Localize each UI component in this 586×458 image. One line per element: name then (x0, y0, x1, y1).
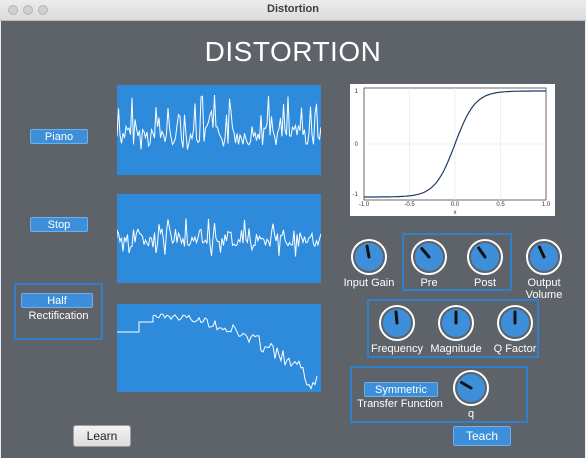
pre-knob[interactable] (411, 239, 447, 275)
y-tick-label: -1 (353, 192, 359, 198)
filter-group (367, 299, 539, 358)
piano-button[interactable]: Piano (30, 129, 88, 144)
input-gain-knob[interactable] (351, 239, 387, 275)
q-factor-knob[interactable] (497, 305, 533, 341)
learn-button[interactable]: Learn (73, 425, 131, 447)
transfer-function-plot: 1 0 -1 -1.0 -0.5 0.0 0.5 1.0 x (350, 84, 555, 216)
x-axis-label: x (454, 210, 457, 216)
x-tick-label: -1.0 (359, 202, 370, 208)
close-window-button[interactable] (8, 5, 18, 15)
magnitude-knob[interactable] (438, 305, 474, 341)
window-title: Distortion (267, 3, 319, 15)
output-volume-label-line1: Output (527, 277, 561, 289)
q-factor-label: Q Factor (493, 343, 537, 355)
y-tick-label: 0 (355, 142, 359, 148)
page-title: DISTORTION (204, 36, 382, 67)
rectification-mode-button[interactable]: Half (21, 293, 93, 308)
q-label: q (467, 408, 475, 420)
output-volume-knob[interactable] (526, 239, 562, 275)
post-label: Post (473, 277, 496, 289)
teach-button[interactable]: Teach (453, 426, 511, 446)
frequency-label: Frequency (371, 343, 423, 355)
minimize-window-button[interactable] (23, 5, 33, 15)
output-volume-label-line2: Volume (525, 289, 563, 301)
output-waveform-display (117, 194, 321, 283)
zoom-window-button[interactable] (38, 5, 48, 15)
rectification-label: Rectification (28, 310, 89, 322)
pre-label: Pre (420, 277, 438, 289)
input-waveform-display (117, 85, 321, 175)
x-tick-label: -0.5 (404, 202, 415, 208)
window-titlebar: Distortion (0, 0, 586, 21)
post-knob[interactable] (467, 239, 503, 275)
rectification-group (14, 283, 103, 340)
transfer-function-group (350, 366, 528, 423)
x-tick-label: 1.0 (542, 202, 551, 208)
pre-post-group (402, 233, 512, 291)
q-knob[interactable] (453, 370, 489, 406)
transfer-curve-chart: 1 0 -1 -1.0 -0.5 0.0 0.5 1.0 x (353, 87, 551, 216)
x-tick-label: 0.0 (451, 202, 460, 208)
magnitude-label: Magnitude (430, 343, 482, 355)
stop-button[interactable]: Stop (30, 217, 88, 232)
transfer-mode-button[interactable]: Symmetric (364, 382, 438, 397)
y-tick-label: 1 (355, 89, 359, 95)
spectrum-display (117, 304, 321, 392)
x-tick-label: 0.5 (496, 202, 505, 208)
transfer-function-label: Transfer Function (357, 398, 443, 410)
frequency-knob[interactable] (379, 305, 415, 341)
input-gain-label: Input Gain (343, 277, 395, 289)
